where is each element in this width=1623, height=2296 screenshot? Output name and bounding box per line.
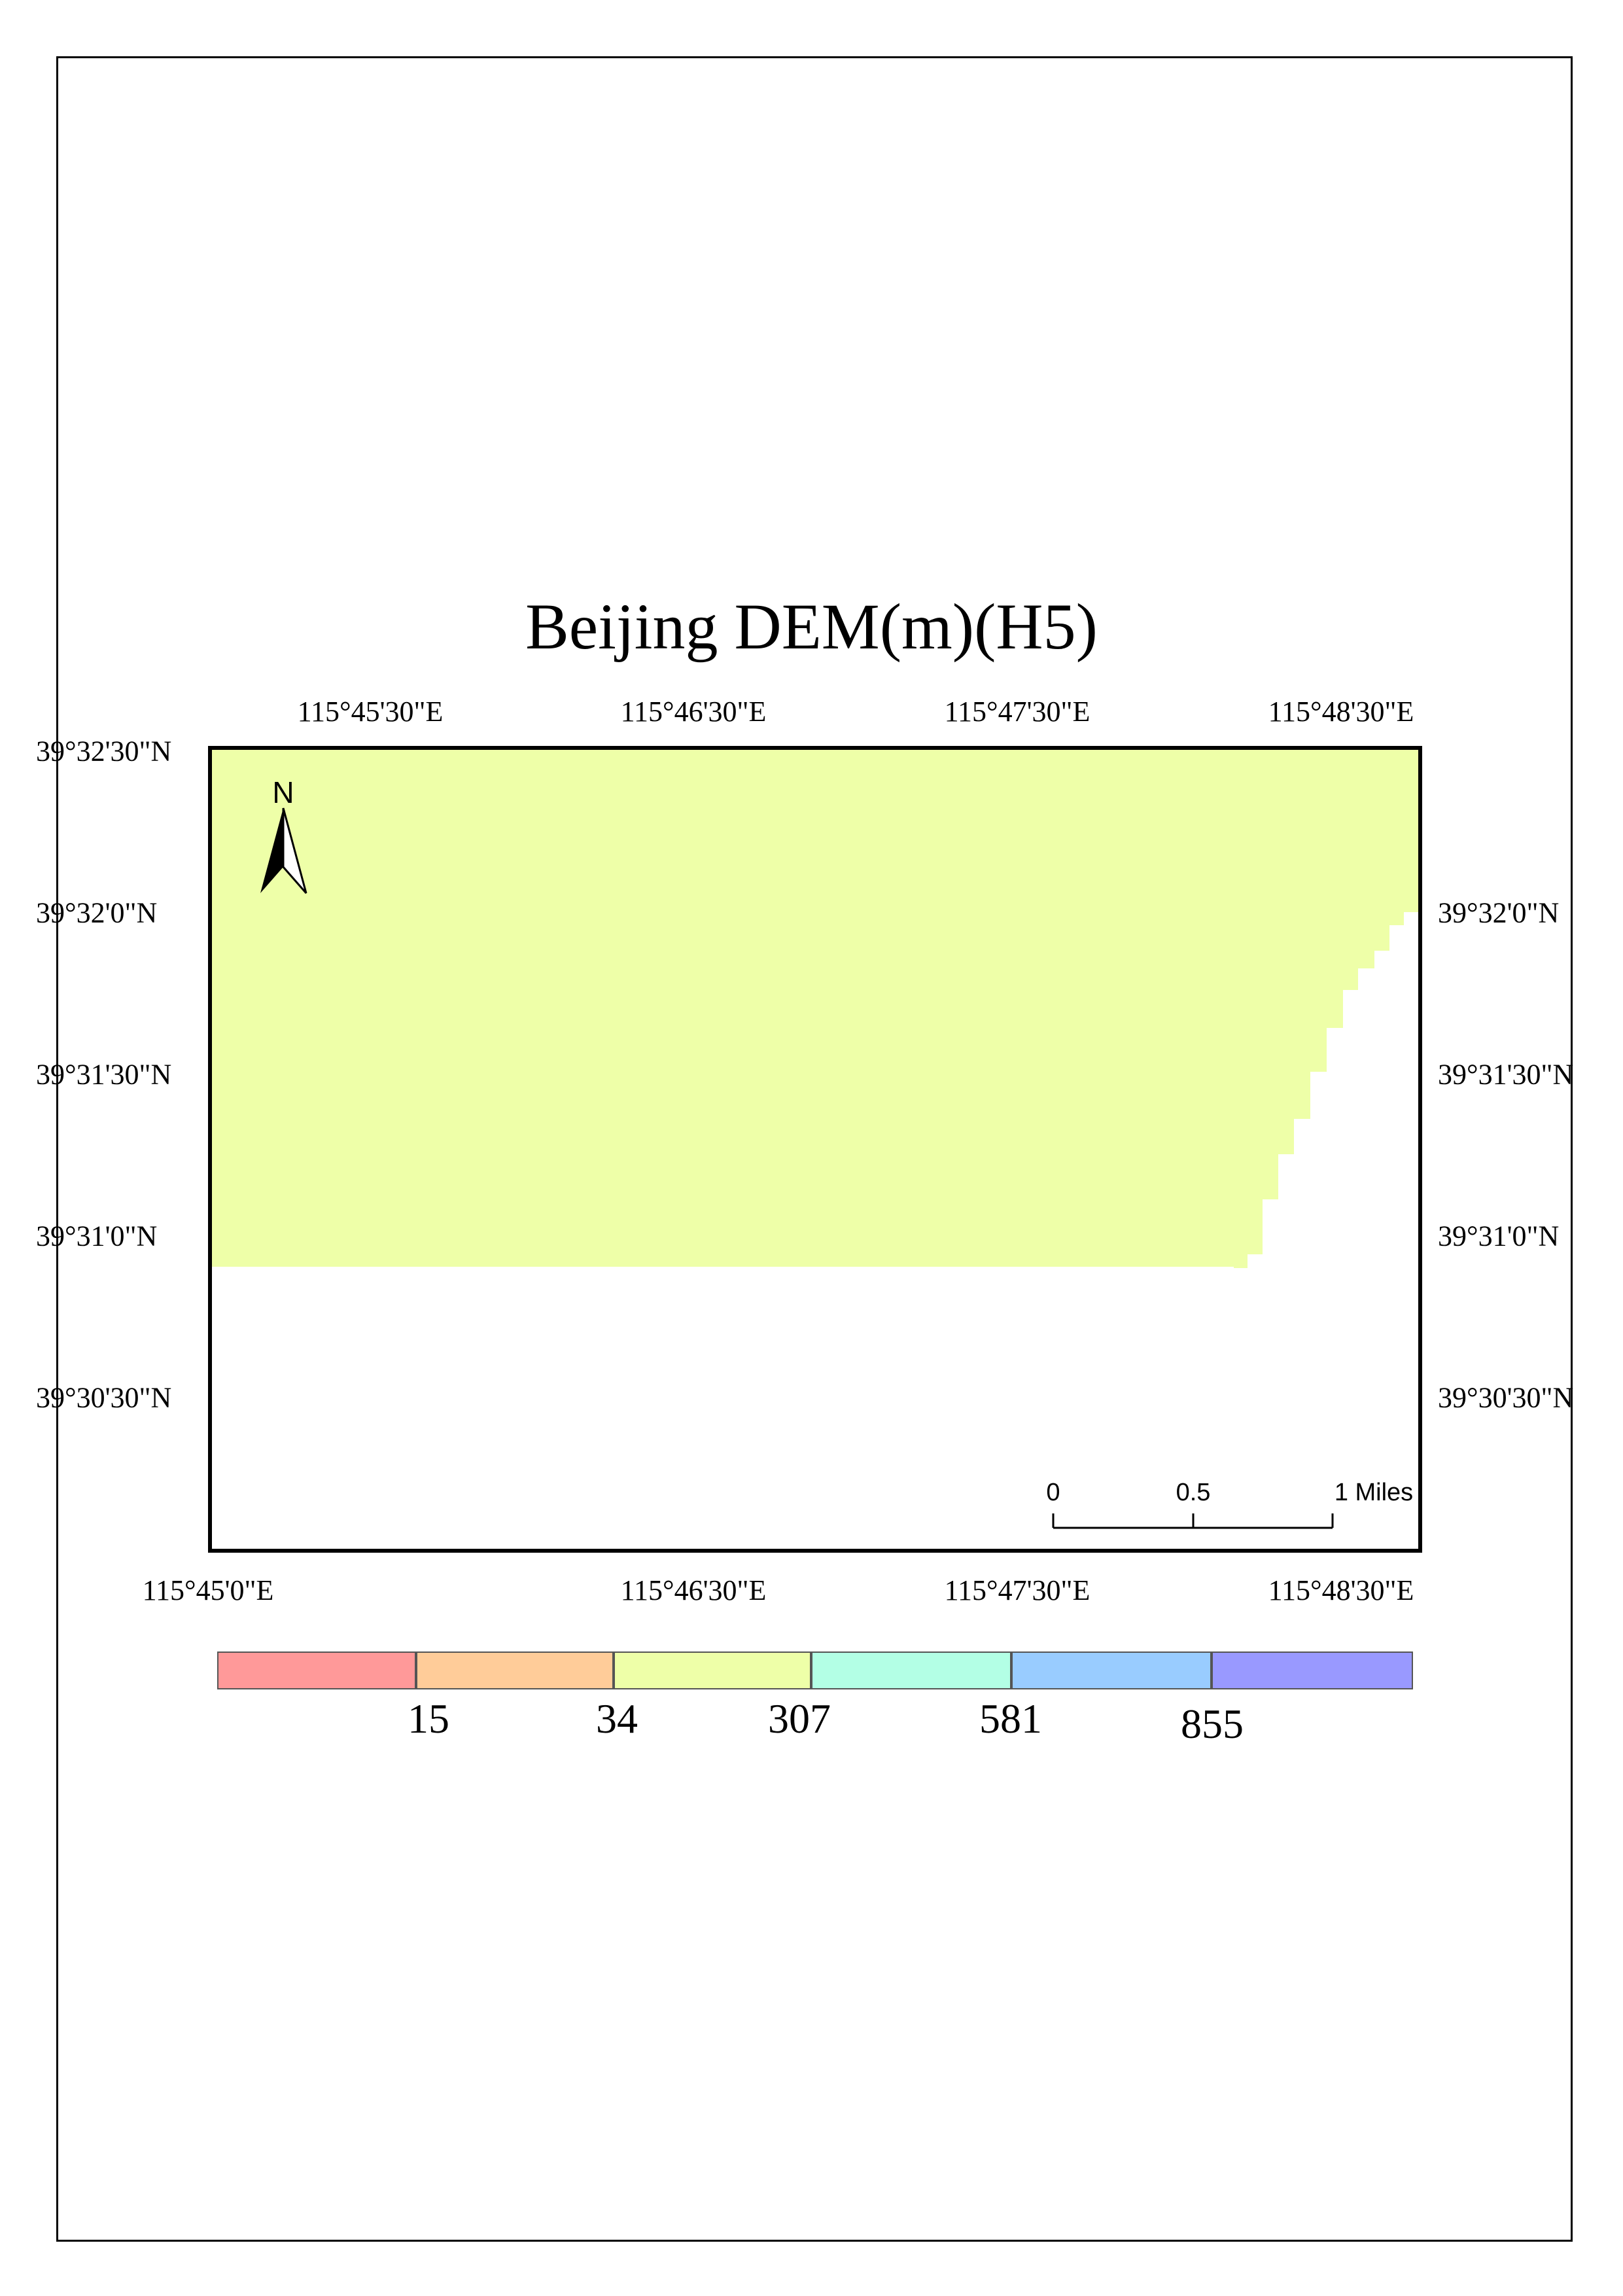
right-latitude-label: 39°31'0"N — [1438, 1220, 1560, 1252]
scale-label-0: 0 — [1046, 1479, 1060, 1506]
north-arrow-icon — [260, 807, 307, 894]
left-latitude-label: 39°31'30"N — [36, 1058, 172, 1091]
right-latitude-label: 39°32'0"N — [1438, 896, 1560, 929]
bottom-longitude-label: 115°47'30"E — [944, 1574, 1091, 1606]
scale-label-1-mile: 1 Miles — [1334, 1479, 1414, 1506]
bottom-longitude-label: 115°46'30"E — [620, 1574, 767, 1606]
legend-color-bar — [217, 1651, 1414, 1692]
left-latitude-label: 39°31'0"N — [36, 1220, 158, 1252]
left-latitude-label: 39°32'0"N — [36, 896, 158, 929]
top-longitude-label: 115°45'30"E — [297, 696, 444, 728]
legend-swatch — [614, 1651, 811, 1689]
left-latitude-label: 39°30'30"N — [36, 1381, 172, 1414]
legend-swatch — [1212, 1651, 1413, 1689]
scale-bar — [1052, 1513, 1334, 1529]
north-letter: N — [272, 775, 294, 809]
page-frame — [56, 56, 1573, 2242]
dem-raster — [212, 750, 1418, 1268]
legend-swatch — [416, 1651, 614, 1689]
top-longitude-label: 115°46'30"E — [620, 696, 767, 728]
bottom-longitude-label: 115°45'0"E — [142, 1574, 274, 1606]
legend-break-label: 855 — [1181, 1701, 1244, 1747]
top-longitude-label: 115°47'30"E — [944, 696, 1091, 728]
legend-break-label: 307 — [768, 1695, 831, 1742]
scale-label-half: 0.5 — [1176, 1479, 1211, 1506]
bottom-longitude-label: 115°48'30"E — [1268, 1574, 1414, 1606]
map-frame — [208, 746, 1422, 1553]
map-title: Beijing DEM(m)(H5) — [525, 590, 1098, 663]
right-latitude-label: 39°31'30"N — [1438, 1058, 1574, 1091]
legend-break-label: 34 — [596, 1695, 638, 1742]
legend-swatch — [811, 1651, 1011, 1689]
right-latitude-label: 39°30'30"N — [1438, 1381, 1574, 1414]
top-longitude-label: 115°48'30"E — [1268, 696, 1414, 728]
legend-swatch — [217, 1651, 416, 1689]
dem-coverage-area — [212, 750, 1418, 1268]
legend-break-label: 581 — [979, 1695, 1042, 1742]
legend-swatch — [1011, 1651, 1212, 1689]
left-latitude-label: 39°32'30"N — [36, 735, 172, 768]
legend-break-label: 15 — [408, 1695, 449, 1742]
